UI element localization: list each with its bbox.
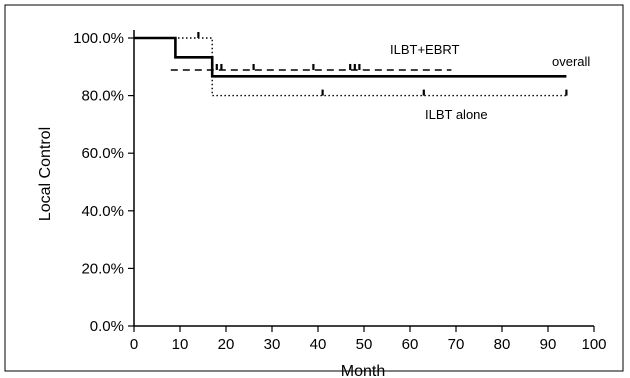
y-tick-label: 80.0% [81,88,124,105]
series-line-2 [134,37,567,97]
series-labels: ILBT+EBRT overall ILBT alone [390,42,590,122]
x-tick-label: 30 [264,336,281,353]
y-axis-label: Local Control [37,127,54,221]
x-tick-label: 90 [540,336,557,353]
x-tick-label: 0 [130,336,138,353]
x-tick-label: 20 [218,336,235,353]
series-group [134,32,568,97]
y-tick-label: 20.0% [81,260,124,277]
x-tick-label: 70 [448,336,465,353]
y-tick-label: 0.0% [90,318,124,335]
y-axis-ticks: 0.0% 20.0% 40.0% 60.0% 80.0% 100.0% [73,30,134,335]
x-tick-label: 100 [581,336,606,353]
chart-border [4,4,624,372]
x-tick-label: 80 [494,336,511,353]
x-tick-label: 10 [172,336,189,353]
y-tick-label: 40.0% [81,203,124,220]
series-label-ilbt-alone: ILBT alone [425,107,488,122]
series-line-0 [134,36,567,78]
series-label-ilbt-ebrt: ILBT+EBRT [390,42,460,57]
x-tick-label: 60 [402,336,419,353]
x-tick-label: 50 [356,336,373,353]
x-axis-label: Month [341,363,385,378]
x-axis-ticks: 0 10 20 30 40 50 60 70 80 90 100 [130,326,607,353]
series-label-overall: overall [552,54,590,69]
y-tick-label: 60.0% [81,145,124,162]
x-tick-label: 40 [310,336,327,353]
y-tick-label: 100.0% [73,30,124,47]
